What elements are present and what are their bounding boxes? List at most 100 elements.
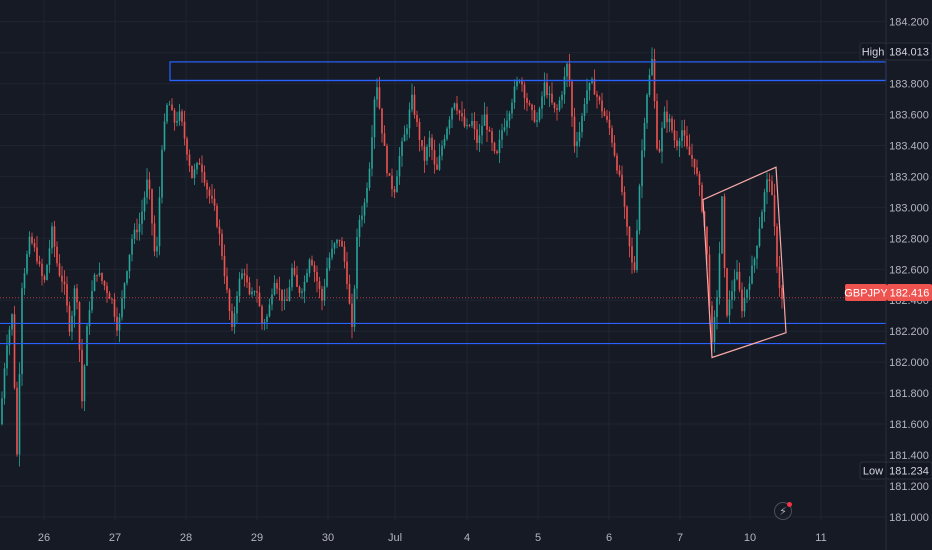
candle-body: [256, 291, 258, 293]
candle-body: [708, 254, 711, 306]
candle-body: [241, 273, 243, 279]
candle-body: [483, 114, 486, 126]
candle-body: [493, 142, 496, 152]
channel-pattern[interactable]: [702, 166, 787, 359]
candle-body: [723, 196, 726, 269]
candle-body: [508, 113, 511, 121]
candle-body: [376, 87, 378, 100]
candle-body: [531, 104, 533, 111]
candle-body: [78, 302, 81, 350]
candle-body: [451, 108, 453, 120]
y-tick-label: 182.800: [889, 233, 929, 245]
candle-body: [61, 275, 63, 282]
candle-body: [588, 82, 591, 91]
candle-body: [576, 141, 578, 147]
candle-body: [36, 247, 38, 262]
candle-body: [716, 297, 718, 318]
candle-body: [771, 181, 773, 196]
price-axis[interactable]: 184.200184.000183.800183.600183.400183.2…: [885, 0, 929, 550]
x-tick-label: Jul: [388, 532, 402, 544]
candle-body: [336, 239, 338, 244]
candle-body: [318, 281, 321, 289]
candle-body: [553, 102, 556, 109]
candle-body: [181, 111, 183, 122]
y-tick-label: 183.600: [889, 110, 929, 122]
y-tick-label: 181.200: [889, 481, 929, 493]
candle-body: [681, 130, 683, 141]
last-price-value: 182.416: [890, 288, 930, 300]
candle-body: [403, 134, 406, 142]
candle-body: [68, 305, 71, 332]
candle-body: [131, 238, 133, 255]
candle-body: [511, 102, 513, 114]
candle-body: [468, 124, 471, 126]
candle-body: [683, 130, 686, 136]
candle-body: [303, 281, 306, 292]
candle-body: [113, 299, 116, 317]
candle-body: [138, 223, 141, 233]
low-value: 181.234: [889, 466, 929, 478]
candle-body: [266, 316, 268, 323]
candle-body: [436, 164, 438, 170]
candle-body: [206, 182, 208, 190]
candle-body: [111, 298, 113, 300]
candle-body: [383, 133, 386, 146]
candle-body: [586, 90, 588, 105]
candle-body: [176, 120, 178, 123]
y-tick-label: 181.600: [889, 419, 929, 431]
candle-body: [571, 81, 573, 117]
candle-body: [13, 314, 16, 388]
candle-body: [193, 169, 196, 179]
candle-body: [663, 111, 666, 128]
candle-body: [271, 294, 273, 305]
candle-body: [696, 167, 698, 174]
candle-body: [393, 189, 396, 193]
candle-body: [416, 114, 418, 123]
flash-icon[interactable]: ⚡: [774, 502, 792, 520]
candle-body: [98, 272, 101, 276]
candle-body: [726, 268, 728, 316]
candle-body: [461, 113, 463, 117]
candle-body: [523, 84, 526, 98]
candle-body: [191, 165, 193, 179]
candle-body: [141, 211, 143, 224]
y-tick-label: 181.800: [889, 388, 929, 400]
candle-body: [333, 243, 336, 249]
candle-body: [153, 223, 156, 252]
candle-body: [223, 255, 226, 277]
x-tick-label: 30: [322, 532, 334, 544]
candle-body: [671, 118, 673, 131]
candle-body: [126, 271, 128, 284]
candle-body: [53, 226, 56, 247]
candle-body: [136, 229, 138, 233]
high-label: High: [862, 47, 885, 59]
candle-body: [743, 297, 746, 312]
candle-body: [328, 257, 331, 269]
candle-body: [503, 127, 506, 131]
candle-body: [738, 271, 741, 290]
candle-body: [203, 172, 206, 183]
candle-body: [658, 148, 661, 152]
candle-body: [428, 137, 431, 147]
y-tick-label: 183.000: [889, 202, 929, 214]
candle-body: [56, 246, 58, 264]
candle-body: [628, 226, 631, 247]
candle-body: [108, 293, 111, 299]
high-value: 184.013: [889, 47, 929, 59]
candle-body: [678, 140, 681, 147]
candle-body: [353, 288, 356, 327]
candle-body: [581, 115, 583, 133]
candle-body: [101, 272, 103, 281]
candle-body: [656, 101, 658, 149]
candle-body: [536, 120, 538, 122]
candle-body: [311, 259, 313, 266]
candle-body: [456, 103, 458, 111]
candle-body: [238, 278, 241, 296]
candle-body: [666, 111, 668, 123]
y-tick-label: 182.600: [889, 264, 929, 276]
candle-body: [491, 131, 493, 143]
x-tick-label: 10: [744, 532, 756, 544]
candle-body: [776, 226, 778, 267]
time-axis[interactable]: 26 27 28 29 30 Jul 4 5 6 7 10 11: [38, 532, 827, 544]
